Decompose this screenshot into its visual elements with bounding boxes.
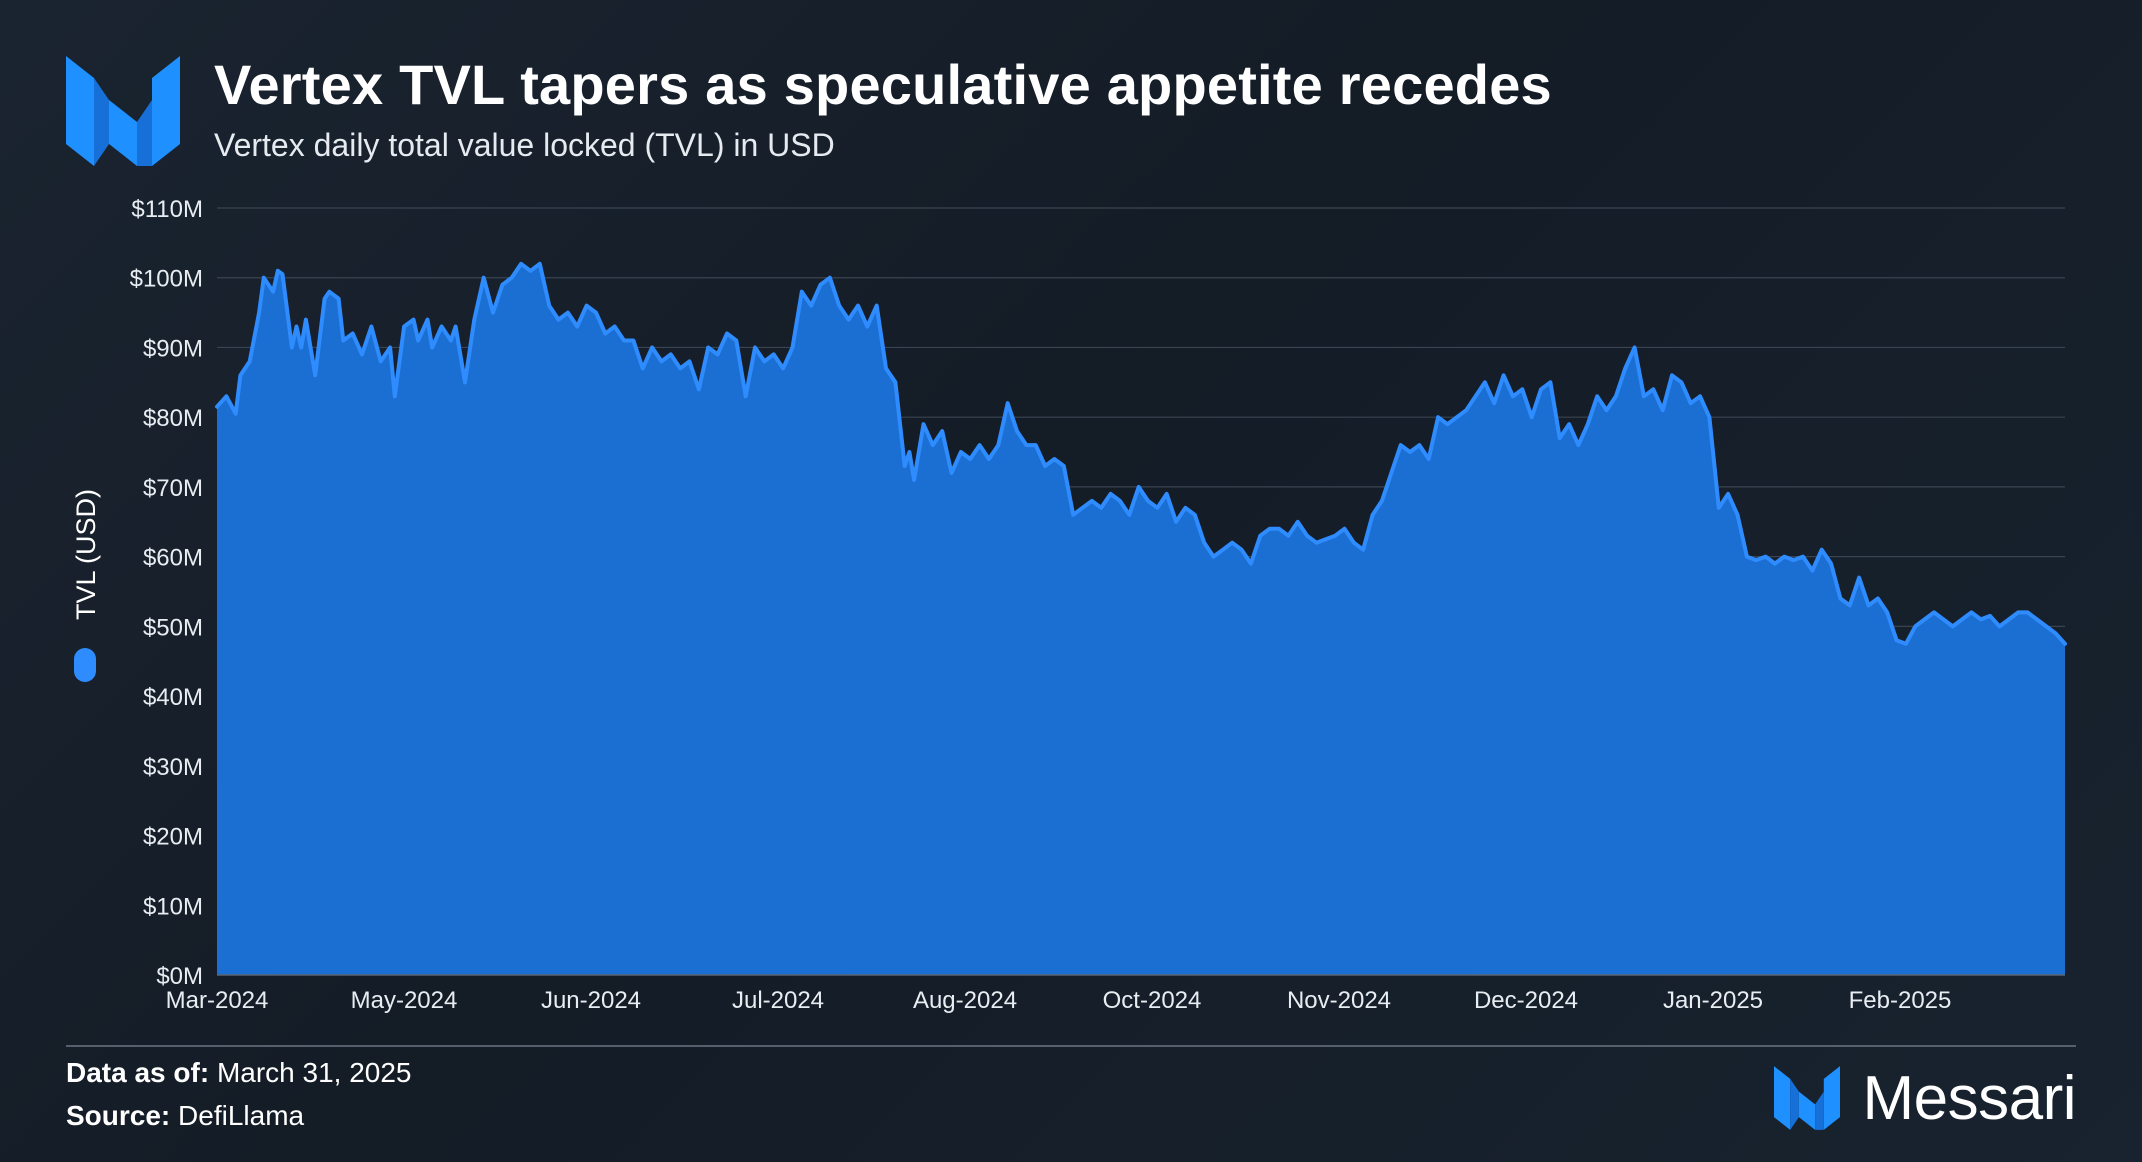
legend: TVL (USD) (71, 489, 101, 682)
y-tick-label: $10M (143, 893, 203, 920)
messari-logo-icon (1774, 1066, 1841, 1130)
y-tick-label: $0M (156, 963, 203, 990)
x-tick-label: Nov-2024 (1287, 987, 1391, 1014)
x-tick-label: Jun-2024 (541, 987, 641, 1014)
y-tick-label: $70M (143, 475, 203, 502)
y-tick-label: $100M (130, 266, 203, 293)
x-tick-label: Dec-2024 (1474, 987, 1578, 1014)
messari-logo-icon (66, 56, 180, 166)
brand: Messari (1774, 1062, 2076, 1134)
series-line (215, 261, 2067, 646)
data-as-of-value: March 31, 2025 (216, 1057, 412, 1088)
legend-label: TVL (USD) (71, 489, 101, 620)
chart-title: Vertex TVL tapers as speculative appetit… (214, 53, 1552, 116)
x-tick-label: Mar-2024 (166, 987, 269, 1014)
x-tick-label: May-2024 (351, 987, 458, 1014)
source-value: DefiLlama (178, 1100, 305, 1131)
data-as-of: Data as of: March 31, 2025 (66, 1057, 412, 1089)
x-tick-label: Jan-2025 (1663, 987, 1763, 1014)
x-tick-label: Aug-2024 (913, 987, 1017, 1014)
y-tick-label: $30M (143, 754, 203, 781)
source-label: Source: (66, 1100, 171, 1131)
x-tick-label: Jul-2024 (732, 987, 824, 1014)
y-tick-label: $40M (143, 684, 203, 711)
data-as-of-label: Data as of: (66, 1057, 210, 1088)
x-tick-label: Oct-2024 (1103, 987, 1202, 1014)
chart-subtitle: Vertex daily total value locked (TVL) in… (214, 127, 835, 163)
series-area (217, 263, 2065, 975)
legend-swatch (74, 648, 96, 682)
brand-name: Messari (1862, 1063, 2076, 1133)
y-tick-label: $90M (143, 335, 203, 362)
y-tick-label: $20M (143, 824, 203, 851)
y-tick-label: $80M (143, 405, 203, 432)
x-tick-label: Feb-2025 (1849, 987, 1952, 1014)
footer-divider (66, 1045, 2076, 1047)
y-tick-label: $110M (131, 196, 203, 223)
y-tick-label: $50M (143, 614, 203, 641)
source: Source: DefiLlama (66, 1100, 304, 1132)
y-tick-label: $60M (143, 545, 203, 572)
